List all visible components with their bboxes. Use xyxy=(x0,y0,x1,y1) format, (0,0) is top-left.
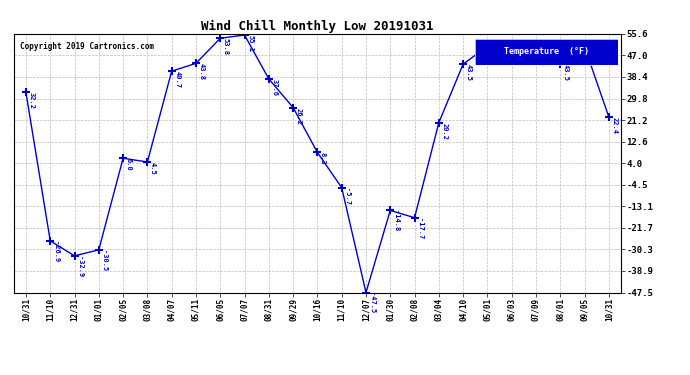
Text: 6.0: 6.0 xyxy=(126,158,132,171)
Text: 43.5: 43.5 xyxy=(563,64,569,81)
Text: 51.6: 51.6 xyxy=(514,44,520,61)
Text: 26.2: 26.2 xyxy=(296,108,302,124)
Text: 20.2: 20.2 xyxy=(442,123,447,140)
Text: 22.4: 22.4 xyxy=(611,117,618,134)
Text: -14.8: -14.8 xyxy=(393,210,399,232)
Text: 43.5: 43.5 xyxy=(466,64,472,81)
Text: -47.5: -47.5 xyxy=(368,292,375,314)
Text: 49.4: 49.4 xyxy=(539,49,544,66)
Text: 40.7: 40.7 xyxy=(175,71,180,88)
Text: 50.4: 50.4 xyxy=(587,47,593,64)
Text: 53.8: 53.8 xyxy=(223,38,229,55)
Text: 55.1: 55.1 xyxy=(247,35,253,52)
Text: 32.2: 32.2 xyxy=(28,93,34,110)
Text: -5.7: -5.7 xyxy=(344,188,351,205)
Text: -30.5: -30.5 xyxy=(101,250,108,271)
Text: -17.7: -17.7 xyxy=(417,218,423,239)
Text: 4.5: 4.5 xyxy=(150,162,156,175)
Text: 37.6: 37.6 xyxy=(271,79,277,96)
Text: 43.8: 43.8 xyxy=(199,63,204,80)
Text: -26.9: -26.9 xyxy=(53,241,59,262)
Text: Copyright 2019 Cartronics.com: Copyright 2019 Cartronics.com xyxy=(20,42,154,51)
Title: Wind Chill Monthly Low 20191031: Wind Chill Monthly Low 20191031 xyxy=(201,20,433,33)
Text: -32.9: -32.9 xyxy=(77,256,83,277)
Text: 8.3: 8.3 xyxy=(320,153,326,165)
Text: 50.6: 50.6 xyxy=(490,46,496,63)
